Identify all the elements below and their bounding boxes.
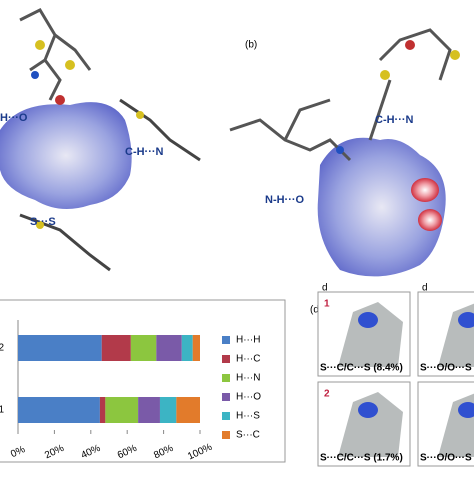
bar-segment [138,397,160,423]
bar-segment [130,335,157,361]
fingerprint-highlight [458,312,474,328]
bar-segment [18,397,100,423]
legend-label: H···N [236,373,260,384]
panel-label: (d) [310,305,322,316]
plot-caption: S···O/O···S (( [420,453,474,464]
axis-label: d [322,283,328,294]
bar-segment [99,397,106,423]
bar-segment [105,397,139,423]
bar-segment [181,335,193,361]
fingerprint-highlight [358,312,378,328]
legend-swatch [222,393,230,401]
fingerprint-highlight [358,402,378,418]
molecule-a [0,8,201,272]
chart-frame [0,299,286,463]
legend-label: H···H [236,335,260,346]
plot-caption: S···C/C···S (8.4%) [320,363,403,374]
fingerprint-scatter [338,392,403,457]
bar-segment [159,397,177,423]
contact-label: C-H···N [125,146,164,158]
bar-segment [101,335,131,361]
legend-label: H···C [236,354,260,365]
legend-swatch [222,412,230,420]
legend-swatch [222,336,230,344]
molecule-b [229,28,460,277]
contact-label: N-H···O [265,194,305,206]
legend-swatch [222,431,230,439]
panel-label: (b) [245,40,257,51]
bar-segment [176,397,200,423]
legend-label: S···C [236,430,260,441]
axis-label: d [422,283,428,294]
plot-caption: S···O/O···S ( [420,363,474,374]
plot-caption: S···C/C···S (1.7%) [320,453,403,464]
contact-label: C-H···N [375,114,414,126]
y-tick-label: 2 [0,343,4,354]
bar-segment [192,335,200,361]
fingerprint-highlight [458,402,474,418]
legend-swatch [222,374,230,382]
legend-swatch [222,355,230,363]
legend-label: H···S [236,411,260,422]
bar-segment [156,335,182,361]
bar-segment [18,335,102,361]
y-tick-label: 1 [0,405,4,416]
plot-number: 2 [324,389,330,400]
contact-label: S···S [30,216,56,228]
fingerprint-scatter [338,302,403,367]
contact-label: H···O [0,112,28,124]
plot-number: 1 [324,299,330,310]
legend-label: H···O [236,392,261,403]
